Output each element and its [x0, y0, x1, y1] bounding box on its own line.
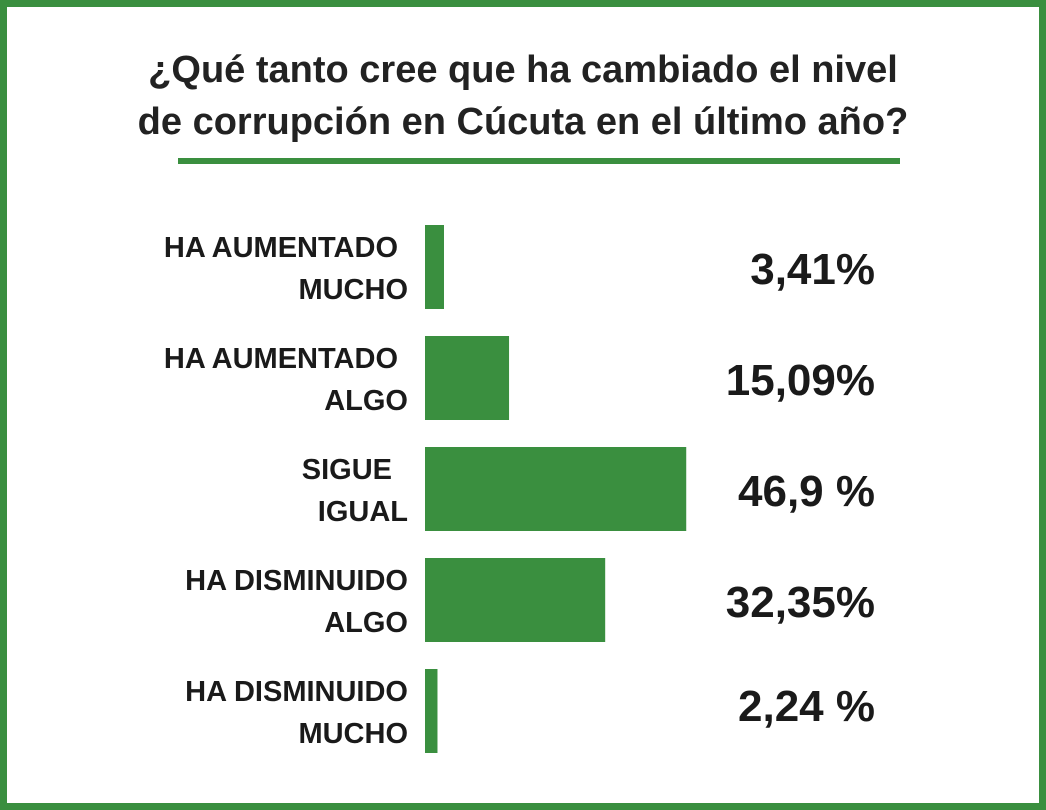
category-label-3: SIGUE IGUAL — [302, 454, 408, 528]
bar-3 — [425, 447, 687, 531]
category-label-2: HA AUMENTADO ALGO — [164, 343, 408, 417]
bar-2 — [425, 336, 510, 420]
value-label-1: 3,41% — [750, 245, 875, 294]
bar-1 — [425, 225, 444, 309]
chart-title-line-2: de corrupción en Cúcuta en el último año… — [137, 101, 909, 143]
value-label-4: 32,35% — [726, 578, 875, 627]
category-label-4: HA DISMINUIDO ALGO — [185, 565, 408, 639]
chart-title-line-1: ¿Qué tanto cree que ha cambiado el nivel — [148, 49, 898, 91]
value-label-5: 2,24 % — [738, 682, 875, 731]
chart-title: ¿Qué tanto cree que ha cambiado el nivel… — [0, 44, 1046, 148]
value-label-2: 15,09% — [726, 356, 875, 405]
bar-4 — [425, 558, 606, 642]
value-label-3: 46,9 % — [738, 467, 875, 516]
category-label-5: HA DISMINUIDO MUCHO — [185, 676, 408, 750]
title-divider — [178, 158, 900, 164]
bar-5 — [425, 669, 438, 753]
category-label-1: HA AUMENTADO MUCHO — [164, 232, 408, 306]
